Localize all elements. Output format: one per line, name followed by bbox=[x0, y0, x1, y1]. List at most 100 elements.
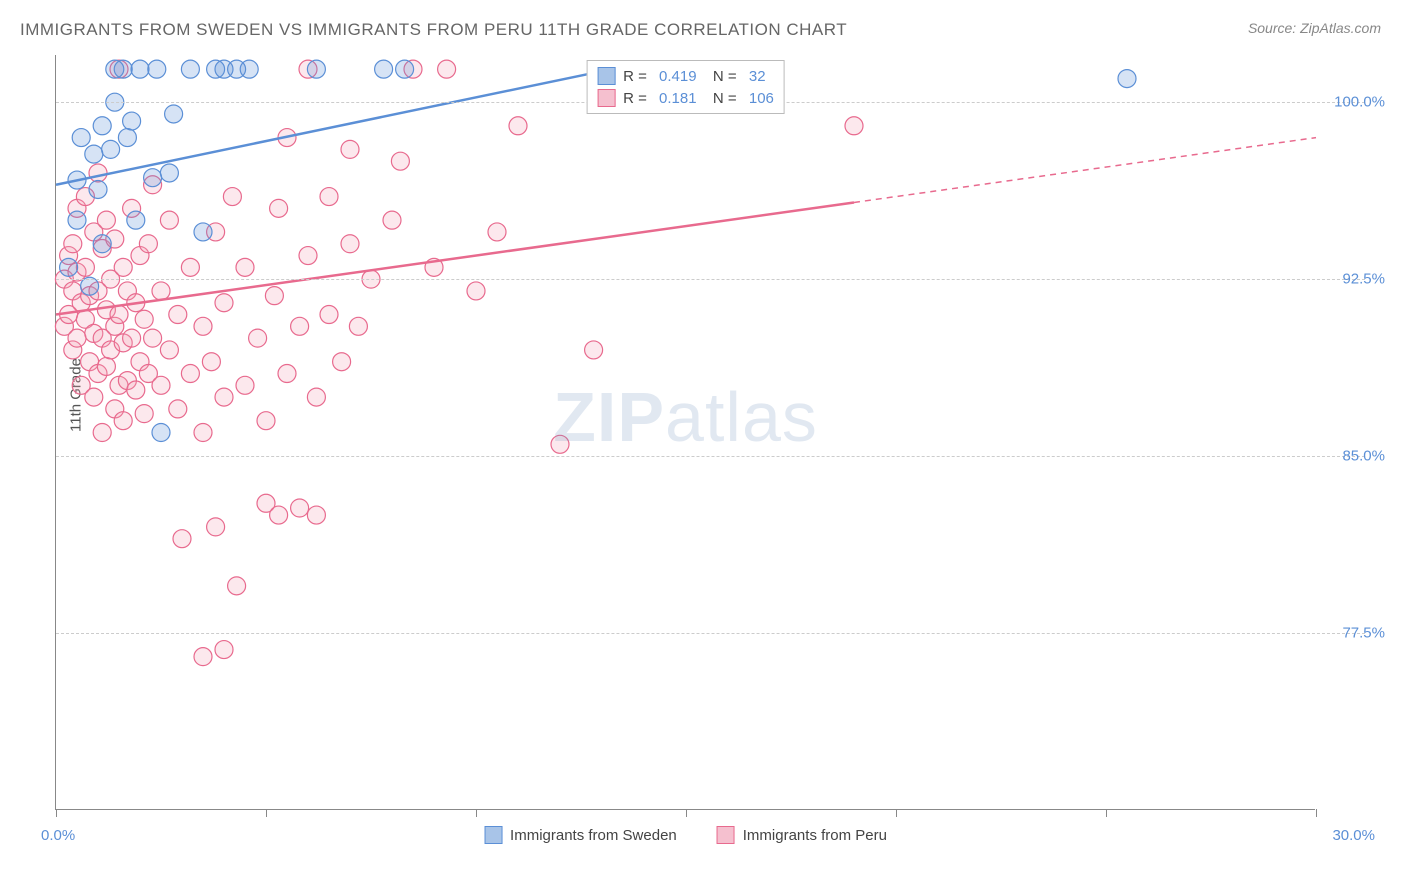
x-tick bbox=[266, 809, 267, 817]
data-point bbox=[89, 180, 107, 198]
data-point bbox=[127, 211, 145, 229]
data-point bbox=[467, 282, 485, 300]
data-point bbox=[68, 211, 86, 229]
data-point bbox=[139, 235, 157, 253]
data-point bbox=[236, 376, 254, 394]
data-point bbox=[148, 60, 166, 78]
data-point bbox=[375, 60, 393, 78]
data-point bbox=[85, 145, 103, 163]
legend-item-sweden: Immigrants from Sweden bbox=[484, 826, 677, 844]
data-point bbox=[152, 282, 170, 300]
data-point bbox=[72, 129, 90, 147]
swatch-sweden bbox=[597, 67, 615, 85]
data-point bbox=[265, 287, 283, 305]
data-point bbox=[165, 105, 183, 123]
y-tick-label: 85.0% bbox=[1342, 448, 1385, 465]
data-point bbox=[194, 424, 212, 442]
data-point bbox=[307, 60, 325, 78]
data-point bbox=[270, 199, 288, 217]
correlation-legend: R = 0.419 N = 32 R = 0.181 N = 106 bbox=[586, 60, 785, 114]
legend-item-peru: Immigrants from Peru bbox=[717, 826, 887, 844]
data-point bbox=[144, 169, 162, 187]
data-point bbox=[236, 258, 254, 276]
data-point bbox=[97, 357, 115, 375]
data-point bbox=[169, 306, 187, 324]
data-point bbox=[144, 329, 162, 347]
data-point bbox=[135, 405, 153, 423]
data-point bbox=[123, 112, 141, 130]
data-point bbox=[118, 129, 136, 147]
data-point bbox=[181, 60, 199, 78]
data-point bbox=[194, 223, 212, 241]
data-point bbox=[391, 152, 409, 170]
data-point bbox=[215, 641, 233, 659]
x-tick bbox=[686, 809, 687, 817]
x-tick bbox=[56, 809, 57, 817]
x-tick bbox=[896, 809, 897, 817]
data-point bbox=[341, 140, 359, 158]
x-max-label: 30.0% bbox=[1332, 827, 1375, 844]
data-point bbox=[152, 376, 170, 394]
data-point bbox=[291, 499, 309, 517]
data-point bbox=[320, 188, 338, 206]
gridline bbox=[56, 633, 1365, 634]
data-point bbox=[291, 317, 309, 335]
data-point bbox=[202, 353, 220, 371]
data-point bbox=[194, 317, 212, 335]
data-point bbox=[169, 400, 187, 418]
y-tick-label: 92.5% bbox=[1342, 271, 1385, 288]
legend-row-peru: R = 0.181 N = 106 bbox=[597, 87, 774, 109]
data-point bbox=[181, 258, 199, 276]
y-tick-label: 77.5% bbox=[1342, 625, 1385, 642]
data-point bbox=[383, 211, 401, 229]
legend-row-sweden: R = 0.419 N = 32 bbox=[597, 65, 774, 87]
data-point bbox=[845, 117, 863, 135]
data-point bbox=[76, 258, 94, 276]
data-point bbox=[114, 258, 132, 276]
data-point bbox=[160, 341, 178, 359]
plot-area: 11th Grade ZIPatlas R = 0.419 N = 32 R =… bbox=[55, 55, 1315, 810]
data-point bbox=[160, 211, 178, 229]
swatch-peru-icon bbox=[717, 826, 735, 844]
data-point bbox=[333, 353, 351, 371]
data-point bbox=[585, 341, 603, 359]
data-point bbox=[396, 60, 414, 78]
data-point bbox=[215, 388, 233, 406]
gridline bbox=[56, 456, 1365, 457]
swatch-sweden-icon bbox=[484, 826, 502, 844]
data-point bbox=[114, 60, 132, 78]
data-point bbox=[270, 506, 288, 524]
data-point bbox=[135, 310, 153, 328]
data-point bbox=[64, 235, 82, 253]
data-point bbox=[509, 117, 527, 135]
data-point bbox=[181, 365, 199, 383]
swatch-peru bbox=[597, 89, 615, 107]
data-point bbox=[85, 388, 103, 406]
data-point bbox=[194, 648, 212, 666]
chart-svg bbox=[56, 55, 1315, 809]
data-point bbox=[240, 60, 258, 78]
data-point bbox=[114, 412, 132, 430]
data-point bbox=[93, 117, 111, 135]
data-point bbox=[1118, 70, 1136, 88]
data-point bbox=[123, 329, 141, 347]
x-tick bbox=[476, 809, 477, 817]
data-point bbox=[152, 424, 170, 442]
data-point bbox=[127, 381, 145, 399]
data-point bbox=[438, 60, 456, 78]
data-point bbox=[228, 577, 246, 595]
data-point bbox=[97, 211, 115, 229]
data-point bbox=[249, 329, 267, 347]
data-point bbox=[131, 60, 149, 78]
data-point bbox=[173, 530, 191, 548]
data-point bbox=[207, 518, 225, 536]
regression-line-dashed bbox=[854, 138, 1316, 203]
source-attribution: Source: ZipAtlas.com bbox=[1248, 20, 1381, 36]
data-point bbox=[341, 235, 359, 253]
data-point bbox=[68, 329, 86, 347]
data-point bbox=[223, 188, 241, 206]
data-point bbox=[93, 424, 111, 442]
data-point bbox=[299, 247, 317, 265]
data-point bbox=[307, 506, 325, 524]
data-point bbox=[89, 164, 107, 182]
